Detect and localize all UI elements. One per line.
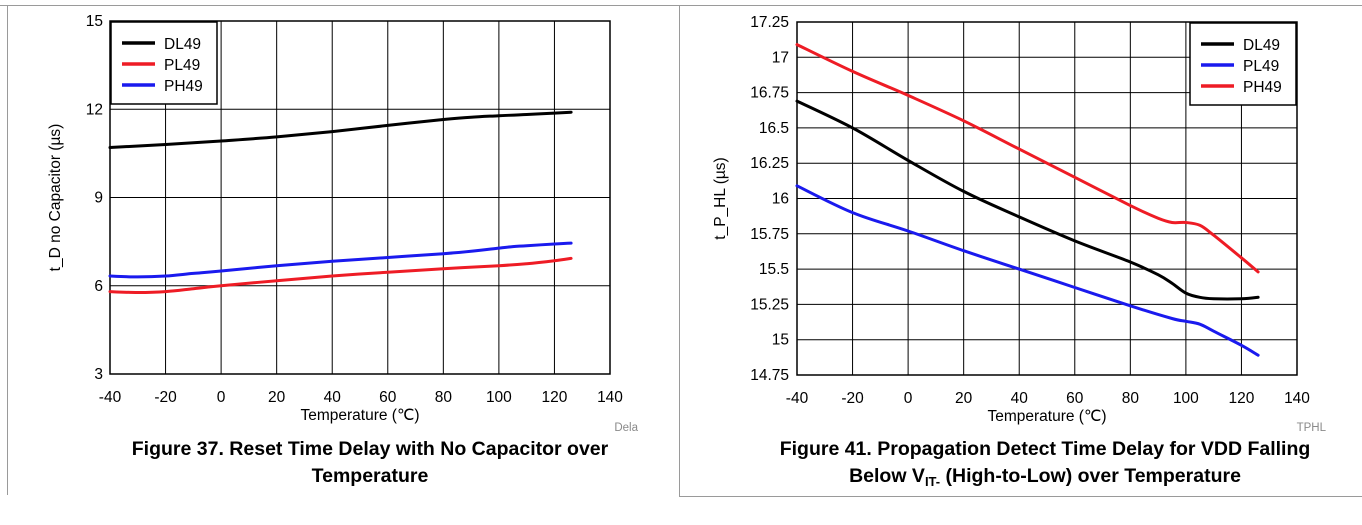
right-plot-frame (796, 21, 1298, 376)
left-xtick-100: 100 (486, 389, 512, 406)
left-series-line-dl49 (108, 110, 573, 149)
right-xtick-80: 80 (1122, 390, 1140, 407)
left-ytick-12: 12 (86, 101, 103, 118)
left-xtick-60: 60 (379, 389, 397, 406)
frame-line-top (0, 5, 1362, 6)
right-ytick-16p5: 16.5 (759, 120, 789, 137)
right-x-axis-label: Temperature (℃) (987, 408, 1106, 425)
right-ytick-16: 16 (772, 191, 789, 208)
right-series-line-pl49 (795, 184, 1260, 357)
left-xtick-120: 120 (542, 389, 568, 406)
right-legend-label-pl49: PL49 (1243, 58, 1279, 75)
right-ytick-17p25: 17.25 (750, 14, 789, 31)
right-xtick-neg40: -40 (786, 390, 809, 407)
right-caption-line1: Figure 41. Propagation Detect Time Delay… (779, 438, 1311, 460)
left-plot-frame (109, 20, 611, 375)
right-legend-label-dl49: DL49 (1243, 37, 1280, 54)
left-xtick-20: 20 (268, 389, 286, 406)
left-ytick-6: 6 (94, 278, 103, 295)
left-ytick-9: 9 (94, 190, 103, 207)
right-figure-caption: Figure 41. Propagation Detect Time Delay… (730, 436, 1360, 495)
left-xtick-neg20: -20 (154, 389, 177, 406)
right-ytick-15p5: 15.5 (759, 261, 789, 278)
right-caption-line2: Below VIT- (High-to-Low) over Temperatur… (730, 463, 1360, 495)
left-xtick-neg40: -40 (99, 389, 122, 406)
left-x-axis-label: Temperature (℃) (300, 407, 419, 424)
left-legend: DL49 PL49 PH49 (110, 21, 218, 105)
reset-time-delay-chart: -40 -20 0 20 40 60 80 100 120 140 3 6 9 12 15 Temperatu… (47, 13, 639, 434)
right-xtick-20: 20 (955, 390, 973, 407)
left-y-axis-label: t_D no Capacitor (µs) (47, 124, 64, 272)
left-figure: -40 -20 0 20 40 60 80 100 120 140 3 6 9 12 15 Temperatu… (0, 0, 680, 500)
frame-line-left (7, 5, 8, 495)
left-series-line-ph49 (108, 241, 573, 279)
left-legend-box (110, 21, 218, 105)
right-caption-line2-pre: Below V (849, 465, 925, 487)
left-legend-label-ph49: PH49 (164, 78, 203, 95)
right-xtick-0: 0 (904, 390, 913, 407)
right-caption-line2-sub: IT- (924, 474, 941, 489)
left-ytick-15: 15 (86, 13, 103, 30)
left-xtick-140: 140 (597, 389, 623, 406)
right-ytick-16p25: 16.25 (750, 155, 789, 172)
right-y-axis-label: t_P_HL (µs) (712, 157, 729, 239)
right-series-line-ph49 (795, 43, 1260, 274)
left-figure-caption: Figure 37. Reset Time Delay with No Capa… (100, 436, 640, 490)
left-series-line-pl49 (108, 256, 573, 294)
left-legend-label-dl49: DL49 (164, 36, 201, 53)
right-xtick-140: 140 (1284, 390, 1310, 407)
left-ytick-3: 3 (94, 366, 103, 383)
right-legend: DL49 PL49 PH49 (1189, 22, 1297, 106)
left-corner-tag: Dela (614, 422, 638, 434)
frame-line-bottom (679, 496, 1362, 497)
right-xtick-60: 60 (1066, 390, 1084, 407)
right-ytick-14p75: 14.75 (750, 367, 789, 384)
right-ytick-17: 17 (772, 49, 789, 66)
left-xtick-40: 40 (324, 389, 342, 406)
right-ytick-15: 15 (772, 332, 789, 349)
frame-line-middle (679, 5, 680, 497)
right-xtick-40: 40 (1011, 390, 1029, 407)
right-ytick-15p75: 15.75 (750, 226, 789, 243)
right-ytick-16p75: 16.75 (750, 85, 789, 102)
right-series-line-dl49 (795, 99, 1260, 301)
right-ytick-15p25: 15.25 (750, 296, 789, 313)
left-xtick-80: 80 (435, 389, 453, 406)
right-xtick-100: 100 (1173, 390, 1199, 407)
right-legend-label-ph49: PH49 (1243, 79, 1282, 96)
left-caption-text: Figure 37. Reset Time Delay with No Capa… (131, 438, 609, 487)
right-xtick-neg20: -20 (841, 390, 864, 407)
left-legend-label-pl49: PL49 (164, 57, 200, 74)
right-xtick-120: 120 (1229, 390, 1255, 407)
left-xtick-0: 0 (217, 389, 226, 406)
propagation-delay-chart: -40 -20 0 20 40 60 80 100 120 140 14.75 15 15.25 15.5… (712, 14, 1327, 434)
right-figure: -40 -20 0 20 40 60 80 100 120 140 14.75 15 15.25 15.5… (680, 0, 1362, 500)
right-corner-tag: TPHL (1297, 422, 1327, 434)
right-caption-line2-post: (High-to-Low) over Temperature (940, 465, 1241, 487)
